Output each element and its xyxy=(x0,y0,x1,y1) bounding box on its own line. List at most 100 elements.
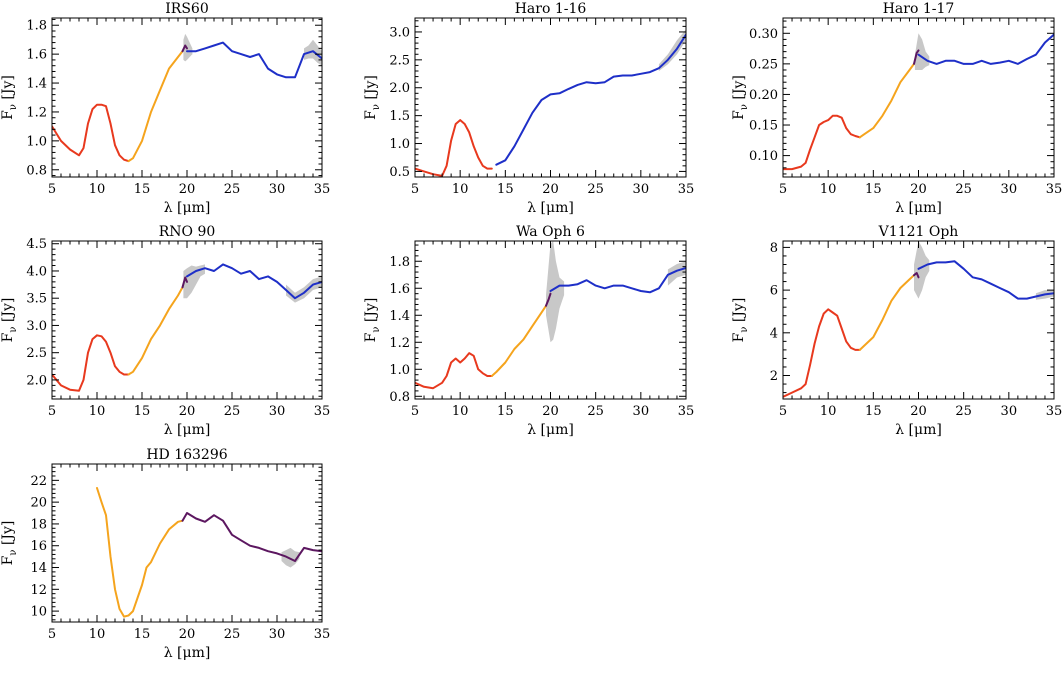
y-tick-label: 2 xyxy=(770,369,778,384)
series-line-red xyxy=(783,308,861,398)
plot-data xyxy=(783,33,1054,171)
x-tick-label: 25 xyxy=(955,404,972,419)
series-line-blue xyxy=(917,260,1054,300)
panel-title: HD 163296 xyxy=(146,447,227,463)
y-tick-label: 1.2 xyxy=(26,105,47,120)
y-tick-label: 14 xyxy=(30,561,47,576)
y-tick-label: 22 xyxy=(30,474,47,489)
y-tick-label: 4.0 xyxy=(26,264,47,279)
x-axis-label: λ [μm] xyxy=(164,645,211,661)
y-tick-label: 4.5 xyxy=(26,237,47,252)
x-tick-label: 5 xyxy=(48,404,56,419)
y-axis-label: Fν [Jy] xyxy=(0,521,19,566)
y-tick-label: 8 xyxy=(770,241,778,256)
y-axis-label: Fν [Jy] xyxy=(363,75,382,120)
uncertainty-band-1 xyxy=(914,241,930,299)
y-tick-label: 18 xyxy=(30,517,47,532)
y-tick-label: 0.8 xyxy=(389,390,410,405)
x-tick-label: 5 xyxy=(779,182,787,197)
y-tick-label: 20 xyxy=(30,496,47,511)
x-tick-label: 15 xyxy=(865,182,882,197)
x-tick-label: 30 xyxy=(269,627,286,642)
y-tick-label: 3.5 xyxy=(26,292,47,307)
x-tick-label: 30 xyxy=(1001,404,1018,419)
y-tick-label: 1.6 xyxy=(26,48,47,63)
series-line-orange xyxy=(490,304,547,377)
x-tick-label: 10 xyxy=(89,627,106,642)
x-tick-label: 5 xyxy=(48,627,56,642)
x-tick-label: 15 xyxy=(865,404,882,419)
y-axis-label: Fν [Jy] xyxy=(363,298,382,343)
x-tick-label: 35 xyxy=(314,182,331,197)
series-line-red xyxy=(52,103,130,163)
y-tick-label: 2.0 xyxy=(389,81,410,96)
x-axis-label: λ [μm] xyxy=(527,200,574,216)
series-line-red xyxy=(415,119,493,177)
y-tick-label: 1.0 xyxy=(389,137,410,152)
x-tick-label: 25 xyxy=(955,182,972,197)
series-line-red xyxy=(52,334,130,392)
x-axis-label: λ [μm] xyxy=(895,200,942,216)
y-tick-label: 0.15 xyxy=(749,119,778,134)
series-line-purple xyxy=(545,292,552,307)
x-tick-label: 20 xyxy=(179,627,196,642)
y-tick-label: 1.5 xyxy=(389,109,410,124)
spectrum-panel-5: 5 10 15 20 25 30 35 0.8 1.0 1.2 1.4 1.6 1.8 Wa Oph 6 λ… xyxy=(363,224,695,438)
x-tick-label: 30 xyxy=(633,404,650,419)
x-tick-label: 5 xyxy=(411,404,419,419)
x-tick-label: 10 xyxy=(452,182,469,197)
x-axis-label: λ [μm] xyxy=(164,422,211,438)
spectrum-panel-1: 5 10 15 20 25 30 35 0.8 1.0 1.2 1.4 1.6 1.8 IRS60 λ [μ… xyxy=(0,1,331,216)
x-tick-label: 35 xyxy=(314,627,331,642)
y-tick-label: 1.4 xyxy=(389,309,410,324)
y-tick-label: 0.30 xyxy=(749,27,778,42)
y-tick-label: 12 xyxy=(30,583,47,598)
x-tick-label: 35 xyxy=(1046,182,1063,197)
x-tick-label: 10 xyxy=(820,182,837,197)
panel-title: RNO 90 xyxy=(159,224,216,240)
y-tick-label: 1.2 xyxy=(389,336,410,351)
uncertainty-band-1 xyxy=(914,33,930,70)
y-axis-label: Fν [Jy] xyxy=(0,298,19,343)
series-line-blue xyxy=(549,267,686,294)
x-tick-label: 10 xyxy=(89,404,106,419)
uncertainty-band-2 xyxy=(667,261,686,286)
x-axis-label: λ [μm] xyxy=(895,422,942,438)
series-line-blue xyxy=(186,41,322,79)
panel-title: IRS60 xyxy=(165,1,208,17)
panel-title: Wa Oph 6 xyxy=(516,224,585,240)
x-tick-label: 25 xyxy=(587,404,604,419)
series-line-red xyxy=(783,114,861,171)
y-tick-label: 1.0 xyxy=(389,363,410,378)
uncertainty-band-1 xyxy=(546,241,565,343)
x-tick-label: 30 xyxy=(269,182,286,197)
spectrum-panel-6: 5 10 15 20 25 30 35 2 4 6 8 V1121 Oph λ [μm] Fν [Jy] xyxy=(731,224,1062,438)
spectrum-panel-4: 5 10 15 20 25 30 35 2.0 2.5 3.0 3.5 4.0 4.5 RNO 90 λ [… xyxy=(0,224,330,438)
series-line-purple xyxy=(181,276,188,289)
x-tick-label: 35 xyxy=(678,404,695,419)
panel-title: Haro 1-16 xyxy=(515,1,587,17)
y-tick-label: 10 xyxy=(30,605,47,620)
y-tick-label: 0.20 xyxy=(749,88,778,103)
x-axis-label: λ [μm] xyxy=(164,200,211,216)
y-tick-label: 2.0 xyxy=(26,373,47,388)
x-tick-label: 20 xyxy=(542,182,559,197)
x-tick-label: 25 xyxy=(587,182,604,197)
panel-title: V1121 Oph xyxy=(878,224,959,240)
y-tick-label: 16 xyxy=(30,539,47,554)
plot-data xyxy=(783,241,1054,398)
series-line-purple xyxy=(181,44,188,53)
x-tick-label: 30 xyxy=(633,182,650,197)
series-line-orange xyxy=(127,50,184,163)
y-tick-label: 1.6 xyxy=(389,282,410,297)
y-tick-label: 2.5 xyxy=(26,346,47,361)
uncertainty-band-1 xyxy=(183,33,193,62)
y-tick-label: 4 xyxy=(770,326,778,341)
series-line-purple xyxy=(913,272,920,279)
x-tick-label: 10 xyxy=(820,404,837,419)
x-tick-label: 20 xyxy=(910,404,927,419)
y-tick-label: 1.8 xyxy=(389,255,410,270)
y-tick-label: 0.10 xyxy=(749,149,778,164)
plot-data xyxy=(52,33,322,163)
